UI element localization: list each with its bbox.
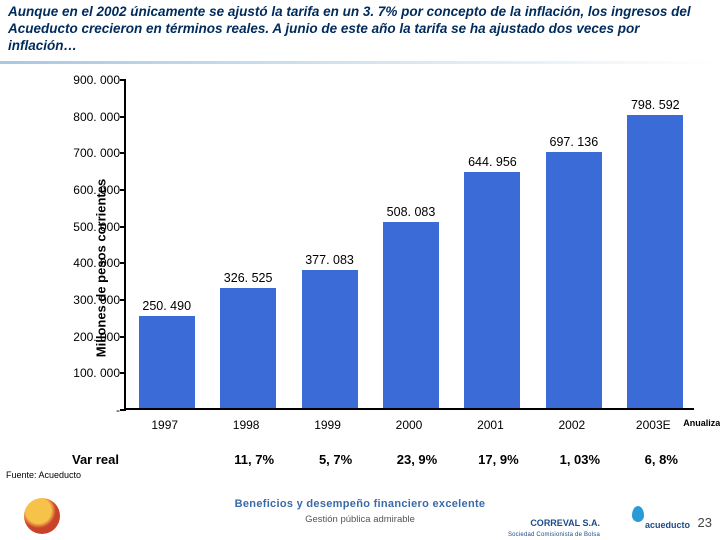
bar: 644. 956 [464,172,520,408]
bar: 250. 490 [139,316,195,408]
bar: 508. 083 [383,222,439,408]
y-tick: - [52,403,120,417]
y-tick: 700. 000 [52,146,120,160]
x-category: 2000 [373,418,445,432]
var-real-value: 11, 7% [218,452,290,467]
y-tick: 300. 000 [52,293,120,307]
bar-value-label: 798. 592 [631,98,680,112]
var-real-value: 23, 9% [381,452,453,467]
y-tick-mark [120,336,126,338]
bar-value-label: 250. 490 [142,299,191,313]
footer-subtitle: Gestión pública admirable [0,514,720,525]
bar: 697. 136 [546,152,602,408]
x-category: 2001 [454,418,526,432]
y-tick: 900. 000 [52,73,120,87]
revenue-chart: Millones de pesos corrientes 250. 490326… [32,78,702,458]
x-category: 2003E [617,418,689,432]
y-tick: 100. 000 [52,366,120,380]
var-real-row: Var real 11, 7% 5, 7% 23, 9% 17, 9% 1, 03% 6,… [40,452,700,470]
y-tick-mark [120,152,126,154]
acueducto-drop-icon [632,506,644,522]
y-tick: 500. 000 [52,220,120,234]
logo-correval: CORREVAL S.A. [530,518,600,528]
bar: 798. 592 [627,115,683,408]
y-tick-mark [120,116,126,118]
var-real-value: 1, 03% [544,452,616,467]
x-category: 1997 [129,418,201,432]
bar-value-label: 508. 083 [387,205,436,219]
footer: Beneficios y desempeño financiero excele… [0,496,720,540]
logo-correval-sub: Sociedad Comisionista de Bolsa [508,532,600,538]
y-tick-mark [120,262,126,264]
bar: 377. 083 [302,270,358,408]
y-tick: 200. 000 [52,330,120,344]
var-real-label: Var real [72,452,119,467]
footer-title: Beneficios y desempeño financiero excele… [0,498,720,510]
bar-value-label: 377. 083 [305,253,354,267]
logo-acueducto: acueducto [645,520,690,530]
y-tick-mark [120,189,126,191]
y-tick: 600. 000 [52,183,120,197]
y-tick-mark [120,372,126,374]
bar-value-label: 644. 956 [468,155,517,169]
y-tick-mark [120,409,126,411]
x-category: 1999 [292,418,364,432]
anualizado-label: Anualizado [683,418,720,428]
y-tick-mark [120,79,126,81]
page-number: 23 [698,515,712,530]
bar-value-label: 697. 136 [550,135,599,149]
var-real-value: 5, 7% [300,452,372,467]
bar-value-label: 326. 525 [224,271,273,285]
y-tick: 400. 000 [52,256,120,270]
plot-area: 250. 490 326. 525 377. 083 508. 083 644. 956… [124,80,694,410]
bar: 326. 525 [220,288,276,408]
y-tick-mark [120,299,126,301]
var-real-value: 6, 8% [625,452,697,467]
var-real-value: 17, 9% [462,452,534,467]
y-tick-mark [120,226,126,228]
logo-left [24,498,60,534]
page-title: Aunque en el 2002 únicamente se ajustó l… [0,0,720,64]
x-category: 2002 [536,418,608,432]
source-label: Fuente: Acueducto [6,470,81,480]
y-tick: 800. 000 [52,110,120,124]
x-category: 1998 [210,418,282,432]
